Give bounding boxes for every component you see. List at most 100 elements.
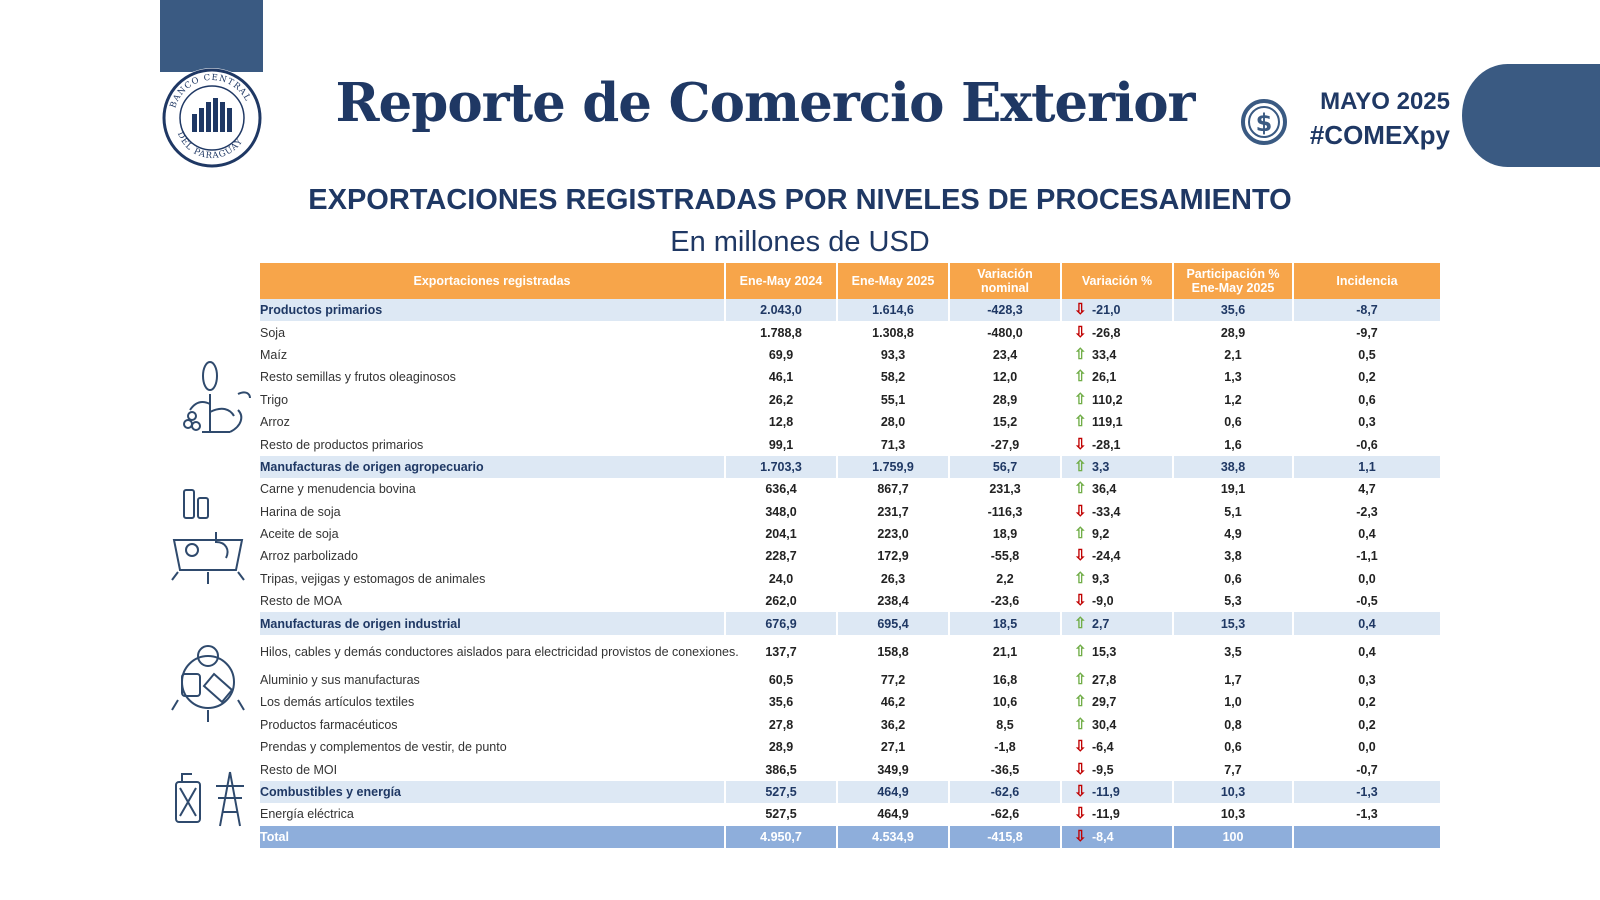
arrow-down-icon: ⇩ [1074, 435, 1087, 453]
row-label: Maíz [260, 347, 288, 362]
row-label: Los demás artículos textiles [260, 695, 415, 710]
percent-variation: ⇩ -11,9 [1060, 780, 1173, 804]
share: 3,8 [1172, 545, 1293, 568]
percent-variation-cell: ⇩ -11,9 [1068, 784, 1166, 799]
row-label: Resto de MOI [260, 762, 338, 777]
incidence: 4,7 [1292, 478, 1440, 501]
value-2025: 28,0 [836, 410, 949, 434]
percent-variation-cell: ⇧ 9,3 [1068, 571, 1166, 586]
arrow-down-icon: ⇩ [1074, 502, 1087, 520]
row-label: Arroz parbolizado [260, 549, 358, 564]
value-2024: 204,1 [724, 522, 837, 546]
arrow-up-icon: ⇧ [1074, 671, 1087, 689]
nominal-variation: -36,5 [948, 758, 1061, 781]
table-row: Resto semillas y frutos oleaginosos 46,1 5… [260, 366, 1440, 389]
percent-variation-cell: ⇧ 119,1 [1068, 414, 1166, 430]
value-2025: 55,1 [836, 388, 949, 411]
arrow-down-icon: ⇩ [1074, 301, 1087, 319]
table-row: Resto de productos primarios 99,1 71,3 -27,… [260, 433, 1440, 456]
percent-variation: ⇧ 27,8 [1060, 668, 1173, 692]
table-header-row: Exportaciones registradas Ene-May 2024 E… [260, 263, 1440, 299]
percent-variation: ⇩ -8,4 [1060, 825, 1173, 848]
row-label: Arroz [260, 415, 290, 430]
percent-variation-value: -33,4 [1092, 504, 1121, 519]
percent-variation-value: -26,8 [1092, 325, 1121, 340]
nominal-variation: -62,6 [948, 803, 1061, 826]
value-2024: 137,7 [724, 634, 837, 669]
percent-variation: ⇩ -11,9 [1060, 803, 1173, 826]
industrial-gear-icon [171, 645, 245, 722]
value-2024: 676,9 [724, 612, 837, 635]
share: 28,9 [1172, 321, 1293, 344]
arrow-down-icon: ⇩ [1074, 738, 1087, 756]
table-row: Trigo 26,2 55,1 28,9 ⇧ 110,2 1,2 0,6 [260, 388, 1440, 411]
percent-variation: ⇧ 15,3 [1060, 634, 1173, 669]
column-header: Variación % [1060, 263, 1173, 299]
percent-variation-value: 110,2 [1092, 392, 1123, 407]
percent-variation: ⇩ -21,0 [1060, 299, 1173, 322]
incidence: 0,2 [1292, 691, 1440, 714]
nominal-variation: 231,3 [948, 478, 1061, 501]
row-label: Hilos, cables y demás conductores aislad… [260, 644, 739, 659]
incidence: -8,7 [1292, 299, 1440, 322]
value-2025: 464,9 [836, 780, 949, 804]
value-2025: 1.308,8 [836, 321, 949, 344]
percent-variation: ⇧ 33,4 [1060, 343, 1173, 367]
arrow-up-icon: ⇧ [1074, 525, 1087, 543]
percent-variation: ⇩ -26,8 [1060, 321, 1173, 344]
percent-variation-value: -9,5 [1092, 762, 1114, 777]
row-label: Total [260, 825, 725, 848]
value-2024: 99,1 [724, 433, 837, 456]
value-2025: 46,2 [836, 691, 949, 714]
share: 0,6 [1172, 567, 1293, 591]
percent-variation-cell: ⇩ -11,9 [1068, 806, 1166, 821]
percent-variation: ⇩ -33,4 [1060, 500, 1173, 523]
percent-variation-cell: ⇧ 3,3 [1068, 457, 1166, 475]
row-label: Trigo [260, 392, 289, 407]
value-2024: 60,5 [724, 668, 837, 692]
percent-variation-cell: ⇩ -21,0 [1068, 301, 1166, 319]
percent-variation-cell: ⇧ 15,3 [1068, 644, 1166, 659]
value-2025: 1.614,6 [836, 299, 949, 322]
value-2024: 12,8 [724, 410, 837, 434]
percent-variation-value: 30,4 [1092, 717, 1117, 732]
arrow-up-icon: ⇧ [1074, 457, 1087, 475]
percent-variation-value: -9,0 [1092, 594, 1114, 609]
row-label: Aluminio y sus manufacturas [260, 673, 420, 688]
percent-variation: ⇧ 30,4 [1060, 713, 1173, 737]
svg-text:$: $ [1256, 109, 1273, 137]
incidence [1292, 825, 1440, 848]
nominal-variation: 18,5 [948, 612, 1061, 635]
percent-variation-cell: ⇩ -28,1 [1068, 435, 1166, 453]
value-2024: 4.950,7 [724, 825, 837, 848]
value-2024: 348,0 [724, 500, 837, 523]
value-2025: 223,0 [836, 522, 949, 546]
percent-variation: ⇧ 119,1 [1060, 410, 1173, 434]
percent-variation-value: 119,1 [1092, 415, 1123, 430]
row-label: Aceite de soja [260, 527, 339, 542]
percent-variation-value: 27,8 [1092, 673, 1117, 688]
report-period: MAYO 2025 [1320, 88, 1450, 115]
value-2024: 28,9 [724, 736, 837, 759]
nominal-variation: -23,6 [948, 590, 1061, 613]
bank-logo-icon: BANCO CENTRAL DEL PARAGUAY [162, 68, 262, 168]
table-row: Prendas y complementos de vestir, de pun… [260, 736, 1440, 759]
nominal-variation: -55,8 [948, 545, 1061, 568]
table-row: Productos farmacéuticos 27,8 36,2 8,5 ⇧ 30,4 0… [260, 713, 1440, 737]
value-2025: 4.534,9 [836, 825, 949, 848]
value-2024: 262,0 [724, 590, 837, 613]
incidence: 0,0 [1292, 736, 1440, 759]
exports-table: Exportaciones registradas Ene-May 2024 E… [260, 263, 1440, 848]
nominal-variation: -415,8 [948, 825, 1061, 848]
percent-variation: ⇩ -24,4 [1060, 545, 1173, 568]
column-header: Incidencia [1292, 263, 1440, 299]
percent-variation-value: 2,7 [1092, 616, 1110, 631]
value-2024: 27,8 [724, 713, 837, 737]
incidence: 0,2 [1292, 713, 1440, 737]
percent-variation-cell: ⇧ 2,7 [1068, 616, 1166, 631]
percent-variation-cell: ⇧ 29,7 [1068, 694, 1166, 709]
percent-variation: ⇧ 36,4 [1060, 478, 1173, 501]
page-title: Reporte de Comercio Exterior [335, 72, 1196, 134]
nominal-variation: 16,8 [948, 668, 1061, 692]
percent-variation-cell: ⇩ -24,4 [1068, 548, 1166, 563]
